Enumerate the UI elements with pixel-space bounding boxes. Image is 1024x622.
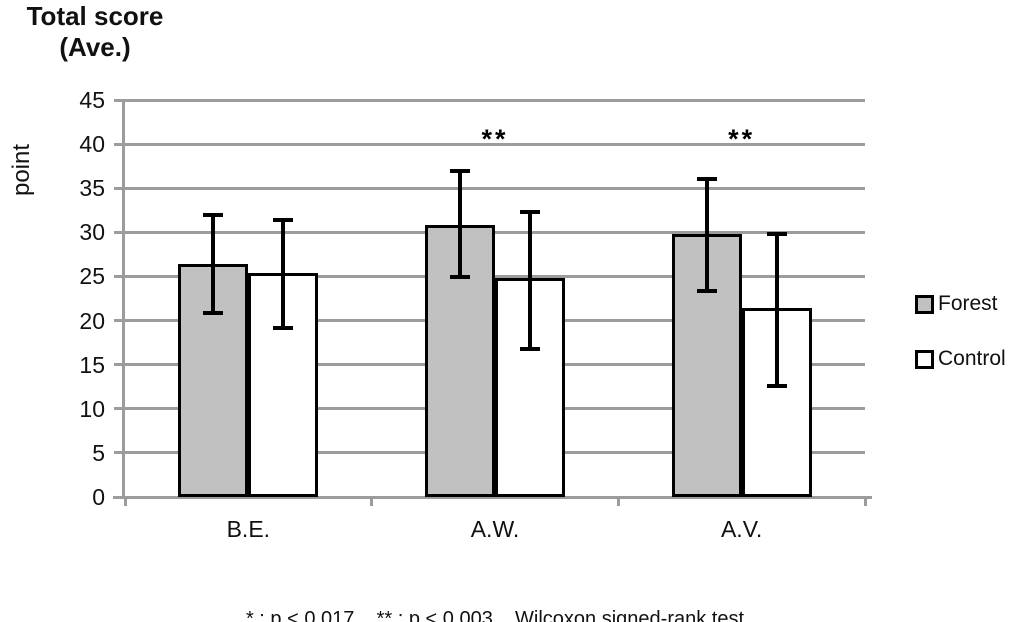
error-bar-cap-top — [696, 176, 717, 181]
y-tick-label: 30 — [79, 219, 105, 246]
legend-swatch-control — [915, 349, 934, 369]
error-bar-cap-bottom — [273, 325, 294, 330]
legend-label: Forest — [938, 292, 998, 315]
footnote: * : p < 0.017 ** : p < 0.003 Wilcoxon si… — [110, 559, 880, 622]
error-bar-cap-top — [273, 217, 294, 222]
y-axis-tick — [114, 451, 125, 455]
gridline-0 — [113, 495, 872, 499]
x-axis-tick — [123, 497, 127, 506]
y-axis-tick — [114, 319, 125, 323]
y-axis-label: point — [8, 143, 35, 197]
gridline-30 — [125, 230, 865, 234]
x-category-label: A.W. — [470, 516, 520, 542]
y-axis-tick — [114, 230, 125, 234]
error-bar-cap-bottom — [450, 275, 470, 280]
y-axis-tick — [114, 363, 125, 367]
error-bar-cap-top — [520, 210, 540, 215]
gridline-45 — [125, 98, 865, 102]
legend-item-control: Control — [915, 347, 1006, 371]
error-bar-line — [281, 219, 286, 328]
chart-title-line1: Total score — [26, 1, 164, 31]
legend: Forest Control — [915, 292, 1006, 371]
y-tick-label: 5 — [92, 439, 105, 466]
footnote-line1: * : p < 0.017 ** : p < 0.003 Wilcoxon si… — [245, 608, 745, 622]
error-bar-cap-bottom — [203, 311, 224, 316]
chart-title: Total score (Ave.) — [15, 1, 175, 62]
x-category-label: A.V. — [720, 516, 763, 542]
error-bar-cap-top — [203, 212, 224, 217]
y-tick-label: 45 — [79, 87, 105, 113]
error-bar-cap-top — [766, 232, 787, 237]
error-bar-cap-bottom — [696, 289, 717, 294]
y-axis-tick — [114, 186, 125, 190]
error-bar-cap-top — [450, 168, 470, 173]
x-category-label: B.E. — [226, 516, 271, 542]
error-bar-line — [458, 170, 462, 278]
chart-title-line2: (Ave.) — [59, 31, 131, 62]
plot-area: 0 5 10 15 20 25 30 35 40 45 B.E. A.W. A.V. ** ** — [79, 87, 872, 542]
error-bar-line — [528, 212, 532, 349]
error-bar-line — [774, 234, 779, 386]
significance-marker: ** — [481, 124, 509, 155]
error-bar-line — [704, 178, 709, 292]
y-axis-tick — [114, 407, 125, 411]
y-axis-line — [122, 100, 125, 497]
gridline-25 — [125, 274, 865, 278]
y-tick-label: 0 — [92, 484, 105, 510]
legend-item-forest: Forest — [915, 292, 1006, 316]
error-bar-cap-bottom — [520, 346, 540, 351]
y-tick-label: 15 — [79, 351, 105, 378]
x-axis-tick — [863, 497, 867, 506]
y-tick-label: 20 — [79, 307, 105, 334]
y-axis-tick — [114, 274, 125, 278]
y-axis-tick — [114, 495, 125, 499]
legend-swatch-forest — [915, 294, 934, 314]
gridline-40 — [125, 142, 865, 146]
x-axis-tick — [616, 497, 620, 506]
legend-label: Control — [938, 347, 1006, 370]
y-tick-label: 25 — [79, 263, 105, 290]
y-tick-label: 10 — [79, 395, 105, 422]
y-axis-tick — [114, 98, 125, 102]
y-tick-label: 40 — [79, 131, 105, 158]
error-bar-cap-bottom — [766, 383, 787, 388]
x-axis-tick — [370, 497, 374, 506]
significance-marker: ** — [728, 124, 756, 155]
error-bar-line — [211, 214, 216, 314]
gridline-35 — [125, 186, 865, 190]
y-axis-tick — [114, 142, 125, 146]
y-tick-label: 35 — [79, 175, 105, 202]
